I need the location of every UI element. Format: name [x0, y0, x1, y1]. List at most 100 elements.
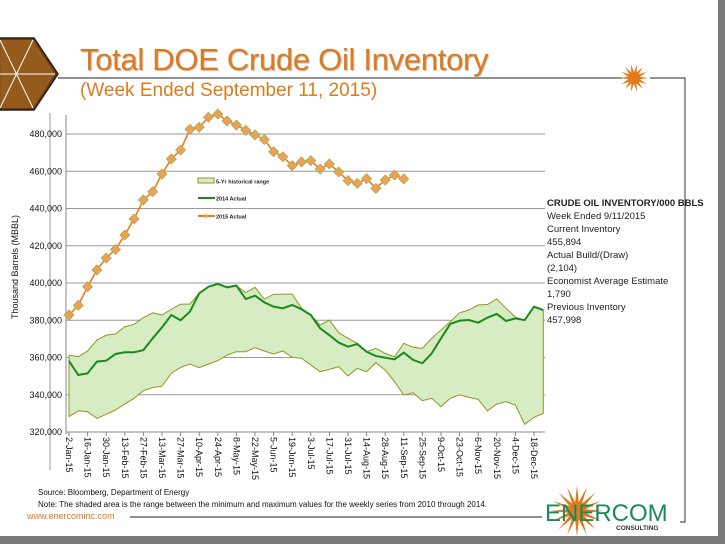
range-min-line: [68, 347, 544, 426]
x-tick-label: 13-Mar-15: [157, 437, 167, 479]
series-2015-point: [156, 168, 168, 180]
enercom-logo: ENERCOM: [545, 500, 668, 527]
info-heading: CRUDE OIL INVENTORY/000 BBLS: [547, 198, 704, 209]
series-2015-point: [82, 281, 94, 293]
series-2015-point: [333, 166, 345, 178]
series-2015-point: [109, 243, 122, 256]
x-tick-label: 19-Jun-15: [287, 437, 297, 478]
series-2014-line: [68, 282, 544, 377]
y-tick-label: 440,000: [29, 204, 62, 214]
y-tick-label: 400,000: [29, 278, 62, 288]
frame-right: [650, 77, 686, 523]
x-tick-label: 27-Feb-15: [138, 437, 148, 479]
x-tick-label: 11-Sep-15: [399, 437, 409, 478]
info-line: Economist Average Estimate: [547, 276, 669, 287]
series-2015-point: [212, 108, 224, 120]
x-tick-label: 30-Jan-15: [101, 437, 111, 478]
y-tick-label: 380,000: [29, 315, 62, 325]
starburst-shape: [551, 485, 603, 536]
x-tick-label: 6-Nov-15: [473, 437, 483, 474]
series-2015-point: [379, 174, 391, 186]
series-2015-point: [193, 121, 205, 133]
x-tick-label: 18-Dec-15: [529, 437, 539, 479]
y-tick-label: 360,000: [29, 353, 62, 363]
page-title: Total DOE Crude Oil Inventory: [80, 42, 489, 77]
info-line: (2,104): [547, 263, 578, 274]
x-tick-label: 27-Mar-15: [176, 437, 186, 479]
range-note: Note: The shaded area is the range betwe…: [38, 500, 487, 509]
series-2015-point: [258, 134, 270, 146]
page-subtitle: (Week Ended September 11, 2015): [80, 80, 378, 101]
series-2015-point: [295, 156, 308, 168]
series-2015-point: [314, 163, 326, 175]
legend-marker-2015: [203, 213, 209, 219]
y-tick-label: 480,000: [29, 129, 62, 139]
enercom-starburst-icon: [551, 485, 603, 536]
series-2015-point: [221, 115, 233, 127]
x-tick-label: 23-Oct-15: [455, 437, 465, 477]
series-2015-point: [277, 151, 289, 163]
header-logo-hexagon: [0, 37, 59, 111]
series-2015-point: [128, 213, 140, 225]
series-2015-point: [119, 229, 131, 241]
info-line: Actual Build/(Draw): [547, 250, 629, 261]
series-2015-point: [342, 174, 354, 187]
source-note: Source: Bloomberg, Department of Energy: [38, 488, 190, 497]
series-2015-point: [370, 182, 382, 194]
info-line: Previous Inventory: [547, 302, 626, 313]
x-tick-label: 25-Sep-15: [417, 437, 427, 479]
x-tick-label: 8-May-15: [231, 437, 241, 475]
slide: 320,000 340,000 360,000 380,000 400,000 420,0…: [0, 0, 718, 536]
series-2015-point: [147, 186, 159, 198]
y-axis-label: Thousand Barrels (MBBL): [10, 214, 20, 320]
y-tick-label: 460,000: [29, 166, 62, 176]
x-tick-label: 10-Apr-15: [194, 437, 204, 477]
info-line: 455,894: [547, 237, 582, 248]
series-2015-point: [351, 177, 363, 189]
x-tick-label: 17-Jul-15: [324, 437, 334, 475]
x-tick-label: 14-Aug-15: [362, 437, 372, 479]
x-tick-label: 2-Jan-15: [64, 437, 74, 473]
series-2015-point: [137, 194, 149, 206]
series-2015-point: [268, 146, 280, 158]
series-2015-point: [100, 252, 112, 264]
y-tick-label: 420,000: [29, 241, 62, 251]
starburst-icon: [620, 64, 648, 92]
series-2015-point: [184, 123, 196, 135]
legend-label: 2015 Actual: [216, 215, 247, 221]
x-tick-label: 22-May-15: [250, 437, 260, 480]
series-2015-point: [286, 160, 298, 172]
website-link[interactable]: www.enercominc.com: [27, 511, 115, 521]
info-line: 1,790: [547, 289, 571, 300]
series-2015-point: [240, 124, 252, 136]
x-tick-label: 16-Jan-15: [83, 437, 93, 478]
legend-swatch-range: [197, 177, 215, 184]
series-2015-point: [175, 144, 187, 156]
x-tick-label: 24-Apr-15: [213, 437, 223, 477]
x-tick-label: 28-Aug-15: [380, 437, 390, 479]
series-2015-point: [230, 119, 242, 131]
x-tick-label: 3-Jul-15: [306, 437, 316, 470]
x-tick-label: 13-Feb-15: [120, 437, 130, 479]
series-2015-point: [361, 173, 373, 185]
x-tick-label: 5-Jun-15: [269, 437, 279, 473]
series-2015-point: [249, 129, 261, 141]
historical-range-area: [69, 283, 544, 425]
legend: 5-Yr historical range 2014 Actual 2015 Act…: [197, 177, 269, 221]
decoration-layer: 320,000 340,000 360,000 380,000 400,000 420,0…: [0, 37, 686, 536]
series-2015-point: [72, 299, 84, 311]
chart: 320,000 340,000 360,000 380,000 400,000 420,0…: [29, 108, 545, 480]
info-line: Current Inventory: [547, 224, 621, 235]
series-2015-point: [305, 155, 317, 167]
x-tick-label: 20-Nov-15: [492, 437, 502, 479]
series-2015-point: [91, 264, 103, 276]
series-2015-point: [388, 169, 401, 181]
series-2015-point: [202, 111, 215, 123]
legend-label: 2014 Actual: [216, 197, 247, 203]
enercom-logo-sub: CONSULTING: [616, 525, 659, 532]
info-line: 457,998: [547, 315, 582, 326]
y-tick-label: 320,000: [29, 427, 62, 437]
starburst-shape: [620, 64, 648, 92]
x-tick-label: 31-Jul-15: [343, 437, 353, 475]
